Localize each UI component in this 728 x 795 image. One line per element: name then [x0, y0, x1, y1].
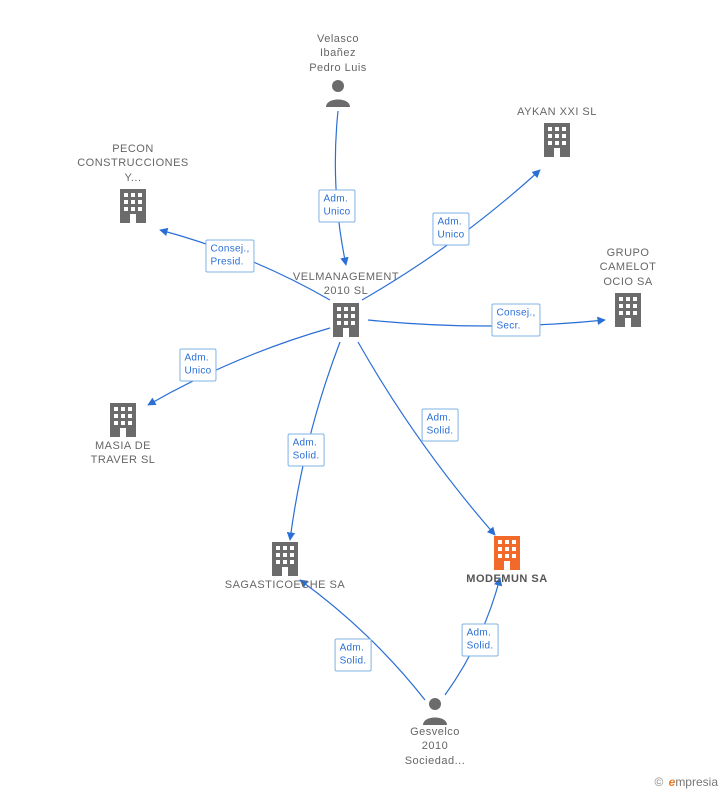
building-icon	[329, 301, 363, 339]
node-label: MODEMUN SA	[466, 573, 547, 585]
node-label: Velasco Ibañez Pedro Luis	[309, 33, 367, 74]
building-icon	[611, 291, 645, 329]
node-label: VELMANAGEMENT 2010 SL	[293, 271, 399, 297]
node-label: MASIA DE TRAVER SL	[91, 440, 156, 466]
edge-velasco-velman	[335, 111, 346, 265]
node-sagasti[interactable]: SAGASTICOECHE SA	[195, 538, 375, 592]
building-icon	[490, 534, 524, 572]
building-icon	[268, 540, 302, 578]
node-masia[interactable]: MASIA DE TRAVER SL	[63, 399, 183, 468]
node-velman[interactable]: VELMANAGEMENT 2010 SL	[256, 270, 436, 339]
edge-label-velman-sagasti: Adm. Solid.	[288, 434, 325, 467]
building-icon	[540, 121, 574, 159]
edge-label-velman-aykan: Adm. Unico	[432, 213, 469, 246]
edge-label-velman-modemun: Adm. Solid.	[422, 409, 459, 442]
node-label: Gesvelco 2010 Sociedad...	[405, 726, 466, 767]
edge-label-velman-pecon: Consej., Presid.	[205, 240, 254, 273]
node-label: PECON CONSTRUCCIONES Y...	[77, 143, 189, 184]
edge-label-gesvelco-sagasti: Adm. Solid.	[335, 639, 372, 672]
node-label: SAGASTICOECHE SA	[225, 579, 345, 591]
node-pecon[interactable]: PECON CONSTRUCCIONES Y...	[53, 142, 213, 225]
building-icon	[106, 401, 140, 439]
node-label: AYKAN XXI SL	[517, 106, 597, 118]
edge-label-velman-masia: Adm. Unico	[179, 349, 216, 382]
node-aykan[interactable]: AYKAN XXI SL	[492, 105, 622, 159]
node-gesvelco[interactable]: Gesvelco 2010 Sociedad...	[370, 693, 500, 768]
brand-rest: mpresia	[675, 775, 718, 789]
person-icon	[420, 695, 450, 725]
edge-label-velman-camelot: Consej., Secr.	[491, 304, 540, 337]
copyright-symbol: ©	[654, 775, 663, 789]
person-icon	[323, 77, 353, 107]
node-camelot[interactable]: GRUPO CAMELOT OCIO SA	[568, 246, 688, 329]
edge-velman-masia	[148, 328, 330, 405]
node-modemun[interactable]: MODEMUN SA	[437, 532, 577, 586]
node-label: GRUPO CAMELOT OCIO SA	[600, 247, 657, 288]
node-velasco[interactable]: Velasco Ibañez Pedro Luis	[278, 32, 398, 107]
edge-label-velasco-velman: Adm. Unico	[318, 190, 355, 223]
footer-copyright: © empresia	[654, 775, 718, 789]
building-icon	[116, 187, 150, 225]
network-diagram: Velasco Ibañez Pedro Luis AYKAN XXI SL P…	[0, 0, 728, 795]
edge-label-gesvelco-modemun: Adm. Solid.	[462, 624, 499, 657]
